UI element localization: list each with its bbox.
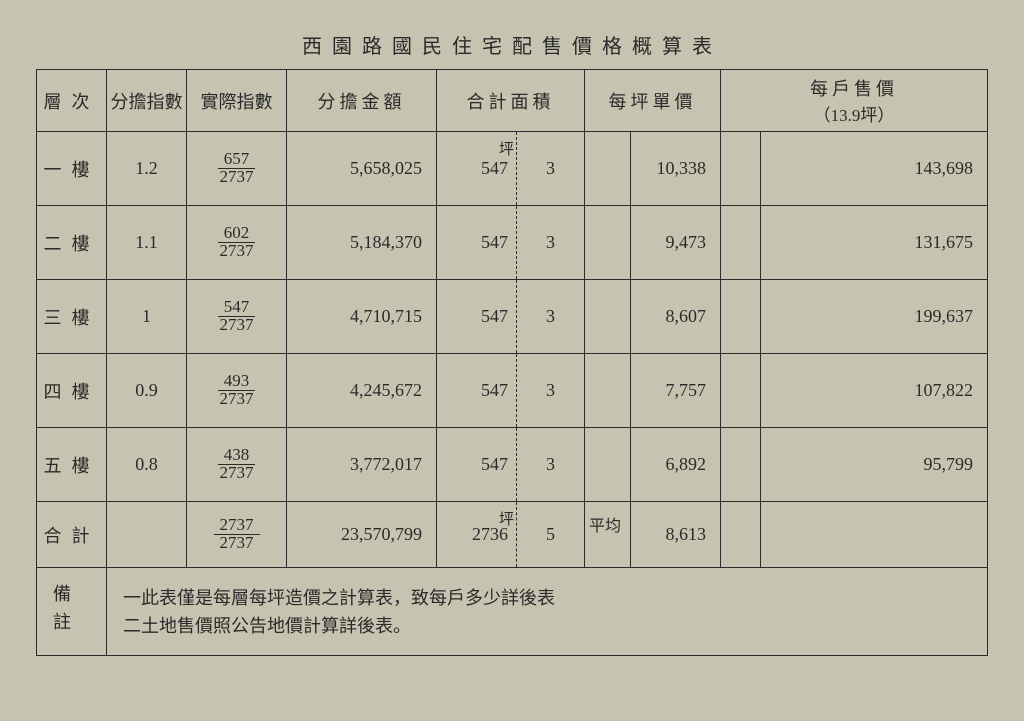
cell-amount: 4,245,672: [287, 354, 437, 428]
cell-amount: 5,184,370: [287, 206, 437, 280]
col-actual: 實際指數: [187, 70, 287, 132]
cell-unit-prefix: [585, 132, 631, 206]
cell-actual: 6022737: [187, 206, 287, 280]
cell-level: 三樓: [37, 280, 107, 354]
cell-level: 四樓: [37, 354, 107, 428]
cell-amount: 5,658,025: [287, 132, 437, 206]
col-index: 分擔指數: [107, 70, 187, 132]
cell-unit-prefix: [585, 354, 631, 428]
cell-area-b: 3: [517, 354, 585, 428]
cell-unit: 10,338: [631, 132, 721, 206]
cell-area-a: 547: [437, 206, 517, 280]
cell-level: 一樓: [37, 132, 107, 206]
cell-index: 0.9: [107, 354, 187, 428]
cell-total-pad: [721, 502, 761, 568]
cell-unit-prefix: [585, 428, 631, 502]
cell-area-a: 坪2736: [437, 502, 517, 568]
cell-area-b: 3: [517, 132, 585, 206]
table-row: 合計 2737273723,570,799坪27365平均8,613: [37, 502, 988, 568]
cell-area-a: 547: [437, 280, 517, 354]
table-row: 四樓0.949327374,245,6725473 7,757 107,822: [37, 354, 988, 428]
cell-unit: 9,473: [631, 206, 721, 280]
cell-area-b: 3: [517, 206, 585, 280]
col-unit-price: 每坪單價: [585, 70, 721, 132]
cell-index: 1.2: [107, 132, 187, 206]
cell-area-a: 547: [437, 428, 517, 502]
cell-unit-prefix: [585, 280, 631, 354]
cell-index: 1.1: [107, 206, 187, 280]
cell-actual: 5472737: [187, 280, 287, 354]
cell-actual: 4382737: [187, 428, 287, 502]
table-row: 一樓1.265727375,658,025坪5473 10,338 143,698: [37, 132, 988, 206]
cell-total: [761, 502, 988, 568]
cell-actual: 4932737: [187, 354, 287, 428]
document-page: 西園路國民住宅配售價格概算表 層次 分擔指數 實際指數 分擔金額 合計面積 每坪…: [0, 0, 1024, 721]
cell-area-a: 坪547: [437, 132, 517, 206]
table-row: 二樓1.160227375,184,3705473 9,473 131,675: [37, 206, 988, 280]
notes-content: 一此表僅是每層每坪造價之計算表，致每戶多少詳後表二土地售價照公告地價計算詳後表。: [107, 568, 988, 656]
cell-total: 95,799: [761, 428, 988, 502]
cell-unit-prefix: 平均: [585, 502, 631, 568]
cell-level: 合計: [37, 502, 107, 568]
cell-unit: 8,613: [631, 502, 721, 568]
cell-total: 199,637: [761, 280, 988, 354]
cell-amount: 3,772,017: [287, 428, 437, 502]
cell-level: 二樓: [37, 206, 107, 280]
cell-total-pad: [721, 428, 761, 502]
cell-index: 0.8: [107, 428, 187, 502]
cell-unit: 7,757: [631, 354, 721, 428]
cell-unit-prefix: [585, 206, 631, 280]
cell-area-a: 547: [437, 354, 517, 428]
cell-total: 131,675: [761, 206, 988, 280]
col-total: 每戶售價 （13.9坪）: [721, 70, 988, 132]
table-row: 五樓0.843827373,772,0175473 6,892 95,799: [37, 428, 988, 502]
cell-area-b: 3: [517, 428, 585, 502]
notes-label: 備註: [37, 568, 107, 656]
cell-area-b: 5: [517, 502, 585, 568]
document-title: 西園路國民住宅配售價格概算表: [36, 30, 988, 59]
cell-unit: 6,892: [631, 428, 721, 502]
cell-total: 107,822: [761, 354, 988, 428]
cell-total: 143,698: [761, 132, 988, 206]
col-amount: 分擔金額: [287, 70, 437, 132]
cell-total-pad: [721, 354, 761, 428]
cell-level: 五樓: [37, 428, 107, 502]
col-area: 合計面積: [437, 70, 585, 132]
cell-index: 1: [107, 280, 187, 354]
cell-total-pad: [721, 132, 761, 206]
price-table: 層次 分擔指數 實際指數 分擔金額 合計面積 每坪單價 每戶售價 （13.9坪）…: [36, 69, 988, 656]
notes-row: 備註一此表僅是每層每坪造價之計算表，致每戶多少詳後表二土地售價照公告地價計算詳後…: [37, 568, 988, 656]
cell-actual: 27372737: [187, 502, 287, 568]
table-row: 三樓154727374,710,7155473 8,607 199,637: [37, 280, 988, 354]
cell-area-b: 3: [517, 280, 585, 354]
col-level: 層次: [37, 70, 107, 132]
cell-total-pad: [721, 280, 761, 354]
cell-unit: 8,607: [631, 280, 721, 354]
cell-amount: 4,710,715: [287, 280, 437, 354]
cell-amount: 23,570,799: [287, 502, 437, 568]
cell-index: [107, 502, 187, 568]
table-header-row: 層次 分擔指數 實際指數 分擔金額 合計面積 每坪單價 每戶售價 （13.9坪）: [37, 70, 988, 132]
cell-actual: 6572737: [187, 132, 287, 206]
cell-total-pad: [721, 206, 761, 280]
